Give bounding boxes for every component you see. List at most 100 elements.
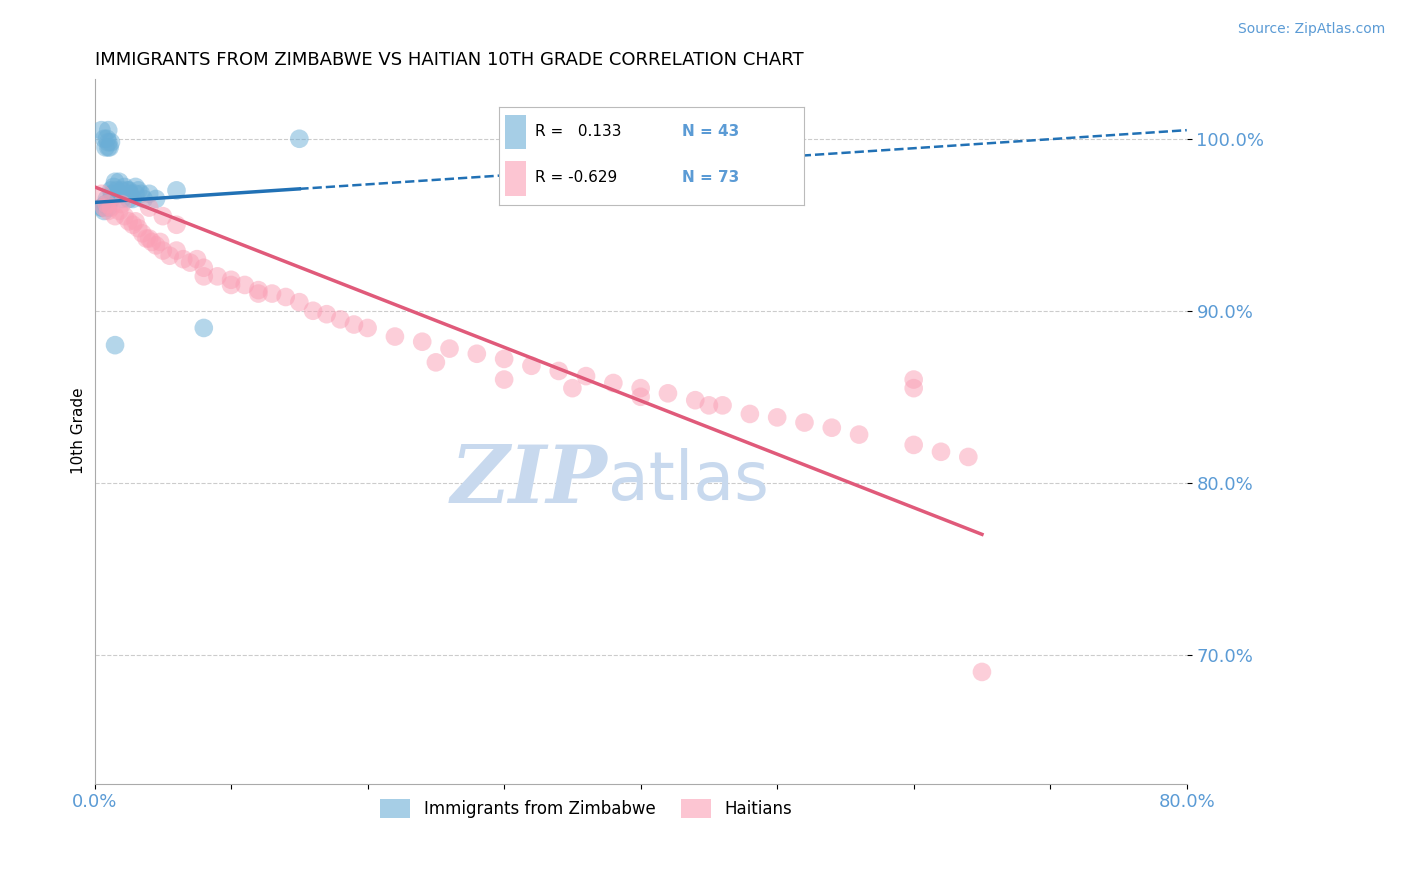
Point — [315, 307, 337, 321]
Point — [145, 238, 167, 252]
Point — [903, 438, 925, 452]
Point — [138, 186, 160, 201]
Point — [166, 218, 188, 232]
Point — [630, 390, 652, 404]
Point — [711, 398, 734, 412]
Point — [166, 244, 188, 258]
Point — [288, 295, 311, 310]
Point — [111, 183, 134, 197]
Point — [793, 416, 815, 430]
Point — [93, 204, 115, 219]
Point — [124, 186, 146, 201]
Point — [124, 214, 146, 228]
Point — [94, 197, 117, 211]
Point — [118, 214, 141, 228]
Point — [159, 249, 181, 263]
Point — [494, 373, 516, 387]
Point — [152, 209, 174, 223]
Point — [118, 183, 141, 197]
Point — [821, 420, 844, 434]
Point — [630, 381, 652, 395]
Point — [970, 665, 993, 679]
Point — [166, 183, 188, 197]
Point — [465, 347, 488, 361]
Point — [411, 334, 433, 349]
Point — [329, 312, 352, 326]
Point — [193, 321, 215, 335]
Point — [100, 183, 122, 197]
Point — [207, 269, 229, 284]
Point — [172, 252, 194, 267]
Point — [149, 235, 172, 249]
Point — [738, 407, 761, 421]
Point — [145, 192, 167, 206]
Point — [766, 410, 789, 425]
Point — [494, 351, 516, 366]
Point — [343, 318, 366, 332]
Point — [561, 381, 583, 395]
Point — [131, 227, 153, 241]
Point — [247, 283, 270, 297]
Point — [108, 175, 131, 189]
Point — [93, 132, 115, 146]
Point — [118, 192, 141, 206]
Point — [848, 427, 870, 442]
Point — [117, 183, 139, 197]
Point — [96, 197, 118, 211]
Point — [135, 231, 157, 245]
Point — [903, 373, 925, 387]
Text: IMMIGRANTS FROM ZIMBABWE VS HAITIAN 10TH GRADE CORRELATION CHART: IMMIGRANTS FROM ZIMBABWE VS HAITIAN 10TH… — [94, 51, 803, 69]
Point — [97, 123, 120, 137]
Legend: Immigrants from Zimbabwe, Haitians: Immigrants from Zimbabwe, Haitians — [374, 792, 799, 825]
Point — [93, 201, 115, 215]
Point — [121, 218, 143, 232]
Point — [219, 277, 242, 292]
Point — [193, 260, 215, 275]
Point — [104, 338, 127, 352]
Point — [186, 252, 208, 267]
Text: ZIP: ZIP — [451, 442, 607, 519]
Point — [111, 197, 134, 211]
Point — [100, 192, 122, 206]
Point — [302, 303, 325, 318]
Point — [127, 221, 149, 235]
Point — [100, 201, 122, 215]
Point — [219, 273, 242, 287]
Point — [247, 286, 270, 301]
Point — [107, 186, 129, 201]
Point — [260, 286, 283, 301]
Point — [97, 201, 120, 215]
Text: Source: ZipAtlas.com: Source: ZipAtlas.com — [1237, 22, 1385, 37]
Point — [103, 180, 125, 194]
Point — [90, 123, 112, 137]
Point — [100, 135, 122, 149]
Point — [114, 180, 136, 194]
Point — [97, 204, 120, 219]
Point — [90, 201, 112, 215]
Point — [98, 140, 121, 154]
Text: atlas: atlas — [607, 448, 769, 514]
Point — [129, 186, 152, 201]
Point — [683, 393, 706, 408]
Point — [124, 180, 146, 194]
Point — [111, 192, 134, 206]
Point — [602, 376, 624, 390]
Point — [657, 386, 679, 401]
Point — [105, 183, 128, 197]
Point — [425, 355, 447, 369]
Point — [179, 255, 201, 269]
Point — [97, 140, 120, 154]
Point — [96, 192, 118, 206]
Point — [520, 359, 543, 373]
Point — [697, 398, 720, 412]
Point — [233, 277, 256, 292]
Point — [96, 132, 118, 146]
Point — [91, 201, 114, 215]
Point — [356, 321, 378, 335]
Point — [94, 140, 117, 154]
Y-axis label: 10th Grade: 10th Grade — [72, 388, 86, 475]
Point — [957, 450, 980, 464]
Point — [104, 209, 127, 223]
Point — [97, 135, 120, 149]
Point — [903, 381, 925, 395]
